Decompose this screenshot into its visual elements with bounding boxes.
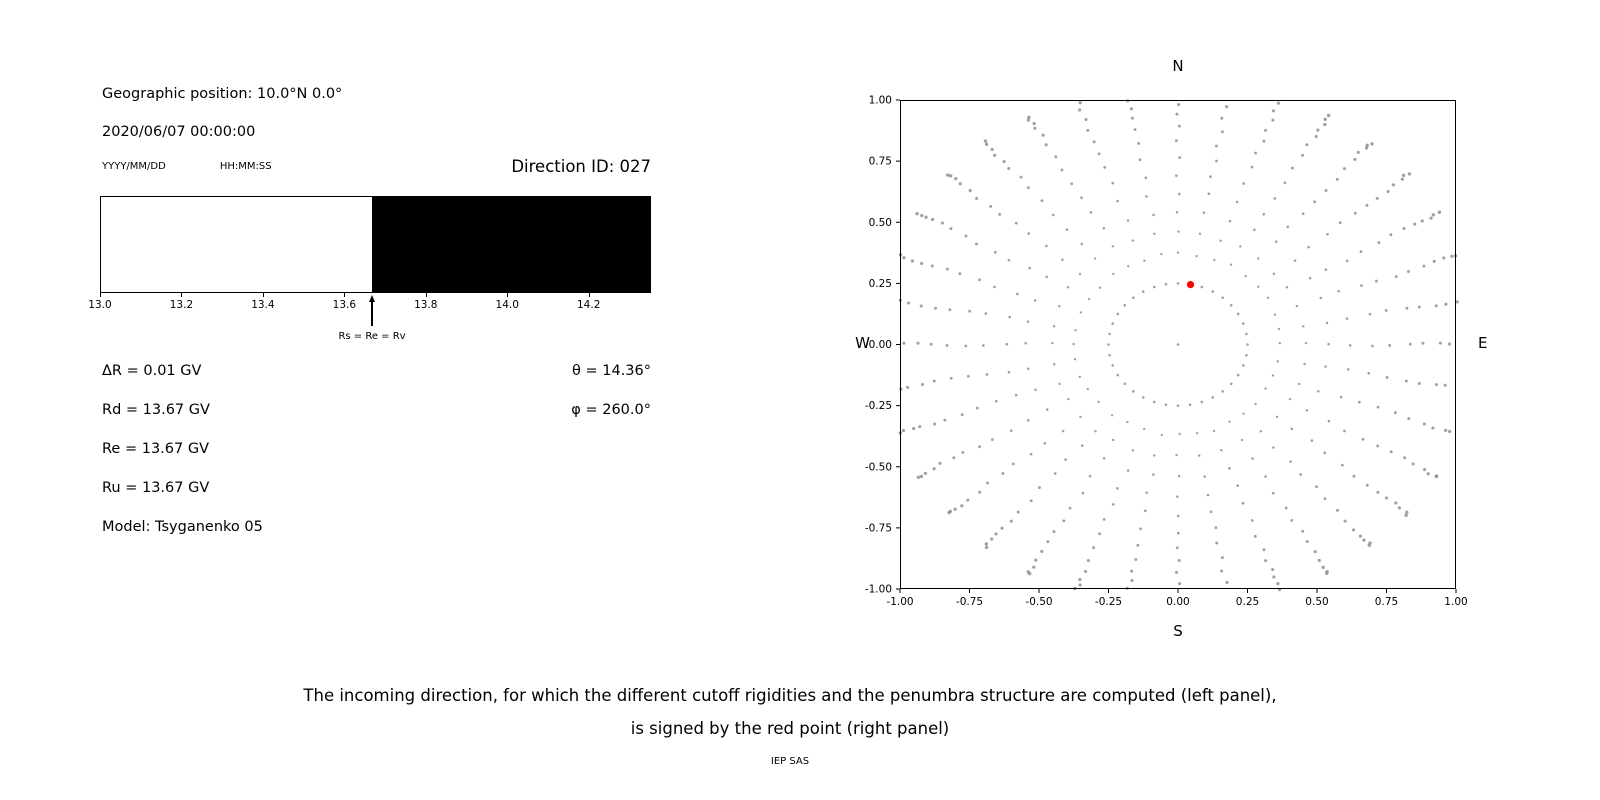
credit-label: IEP SAS (770, 756, 810, 767)
x-tick-label: 13.6 (332, 299, 357, 311)
geographic-position-label: Geographic position: 10.0°N 0.0° (102, 86, 343, 102)
x-tick-label: 0.75 (1375, 596, 1398, 608)
x-tick-label: 0.25 (1236, 596, 1259, 608)
y-tick-label: -0.50 (865, 461, 892, 473)
compass-east-label: E (1478, 334, 1488, 352)
penumbra-bar-chart (100, 196, 651, 293)
theta-value: θ = 14.36° (572, 363, 651, 379)
x-tick-label: 13.4 (251, 299, 275, 311)
x-tick-label: -1.00 (886, 596, 913, 608)
compass-north-label: N (1172, 57, 1184, 75)
ru-value: Ru = 13.67 GV (102, 480, 210, 496)
penumbra-segment (372, 197, 650, 292)
x-tick-label: 0.50 (1305, 596, 1328, 608)
model-label: Model: Tsyganenko 05 (102, 519, 263, 535)
direction-grid-dots (898, 99, 1459, 592)
caption-line-1: The incoming direction, for which the di… (303, 686, 1277, 705)
y-tick-label: 0.50 (869, 217, 892, 229)
x-tick-mark (507, 293, 509, 297)
direction-scatter-plot: -1.00 -0.75 -0.50 -0.25 0.00 0.25 0.50 0.75 1.00… (865, 95, 1468, 609)
penumbra-x-axis: 13.0 13.2 13.4 13.6 13.8 14.0 14.2 (88, 293, 651, 321)
x-tick-label: 13.0 (88, 299, 112, 311)
penumbra-segments (101, 197, 650, 292)
plot-border (900, 100, 1456, 589)
rigidity-values-block: ΔR = 0.01 GV Rd = 13.67 GV Re = 13.67 GV… (102, 352, 263, 547)
y-tick-label: -0.75 (865, 522, 892, 534)
x-tick-label: -0.25 (1095, 596, 1122, 608)
x-tick-mark (344, 293, 346, 297)
selected-direction-point (1186, 280, 1195, 289)
y-tick-label: 1.00 (869, 95, 892, 107)
angle-values-block: θ = 14.36° φ = 260.0° (100, 352, 651, 430)
x-tick-label: 14.2 (576, 299, 601, 311)
y-tick-label: 0.00 (869, 339, 892, 351)
direction-id-title: Direction ID: 027 (511, 157, 651, 176)
x-tick-mark (100, 293, 101, 297)
re-value: Re = 13.67 GV (102, 441, 209, 457)
datetime-format-row: YYYY/MM/DD HH:MM:SS (102, 161, 272, 172)
y-tick-label: 0.75 (869, 156, 892, 168)
delta-r-value: ΔR = 0.01 GV (102, 363, 202, 379)
compass-west-label: W (855, 334, 870, 352)
axis-ticks: -1.00 -0.75 -0.50 -0.25 0.00 0.25 0.50 0.75 1.00… (865, 95, 1468, 609)
datetime-label: 2020/06/07 00:00:00 (102, 124, 256, 140)
date-format-label: YYYY/MM/DD (102, 161, 166, 172)
caption-line-2: is signed by the red point (right panel) (630, 719, 950, 738)
x-tick-label: 1.00 (1444, 596, 1467, 608)
penumbra-segment (101, 197, 373, 292)
x-tick-mark (262, 293, 264, 297)
x-tick-mark (588, 293, 590, 297)
time-format-label: HH:MM:SS (219, 161, 272, 172)
x-tick-label: 14.0 (495, 299, 519, 311)
x-tick-label: -0.50 (1025, 596, 1052, 608)
y-tick-label: -0.25 (865, 400, 892, 412)
x-tick-label: -0.75 (956, 596, 983, 608)
x-tick-mark (425, 293, 427, 297)
compass-south-label: S (1173, 622, 1183, 640)
x-tick-label: 0.00 (1166, 596, 1189, 608)
y-tick-label: 0.25 (869, 278, 892, 290)
x-tick-label: 13.8 (414, 299, 438, 311)
x-tick-label: 13.2 (169, 299, 194, 311)
x-tick-mark (181, 293, 183, 297)
cutoff-annotation-label: Rs = Re = Rv (338, 331, 406, 342)
y-tick-label: -1.00 (865, 584, 892, 596)
phi-value: φ = 260.0° (571, 402, 651, 418)
rd-value: Rd = 13.67 GV (102, 402, 210, 418)
